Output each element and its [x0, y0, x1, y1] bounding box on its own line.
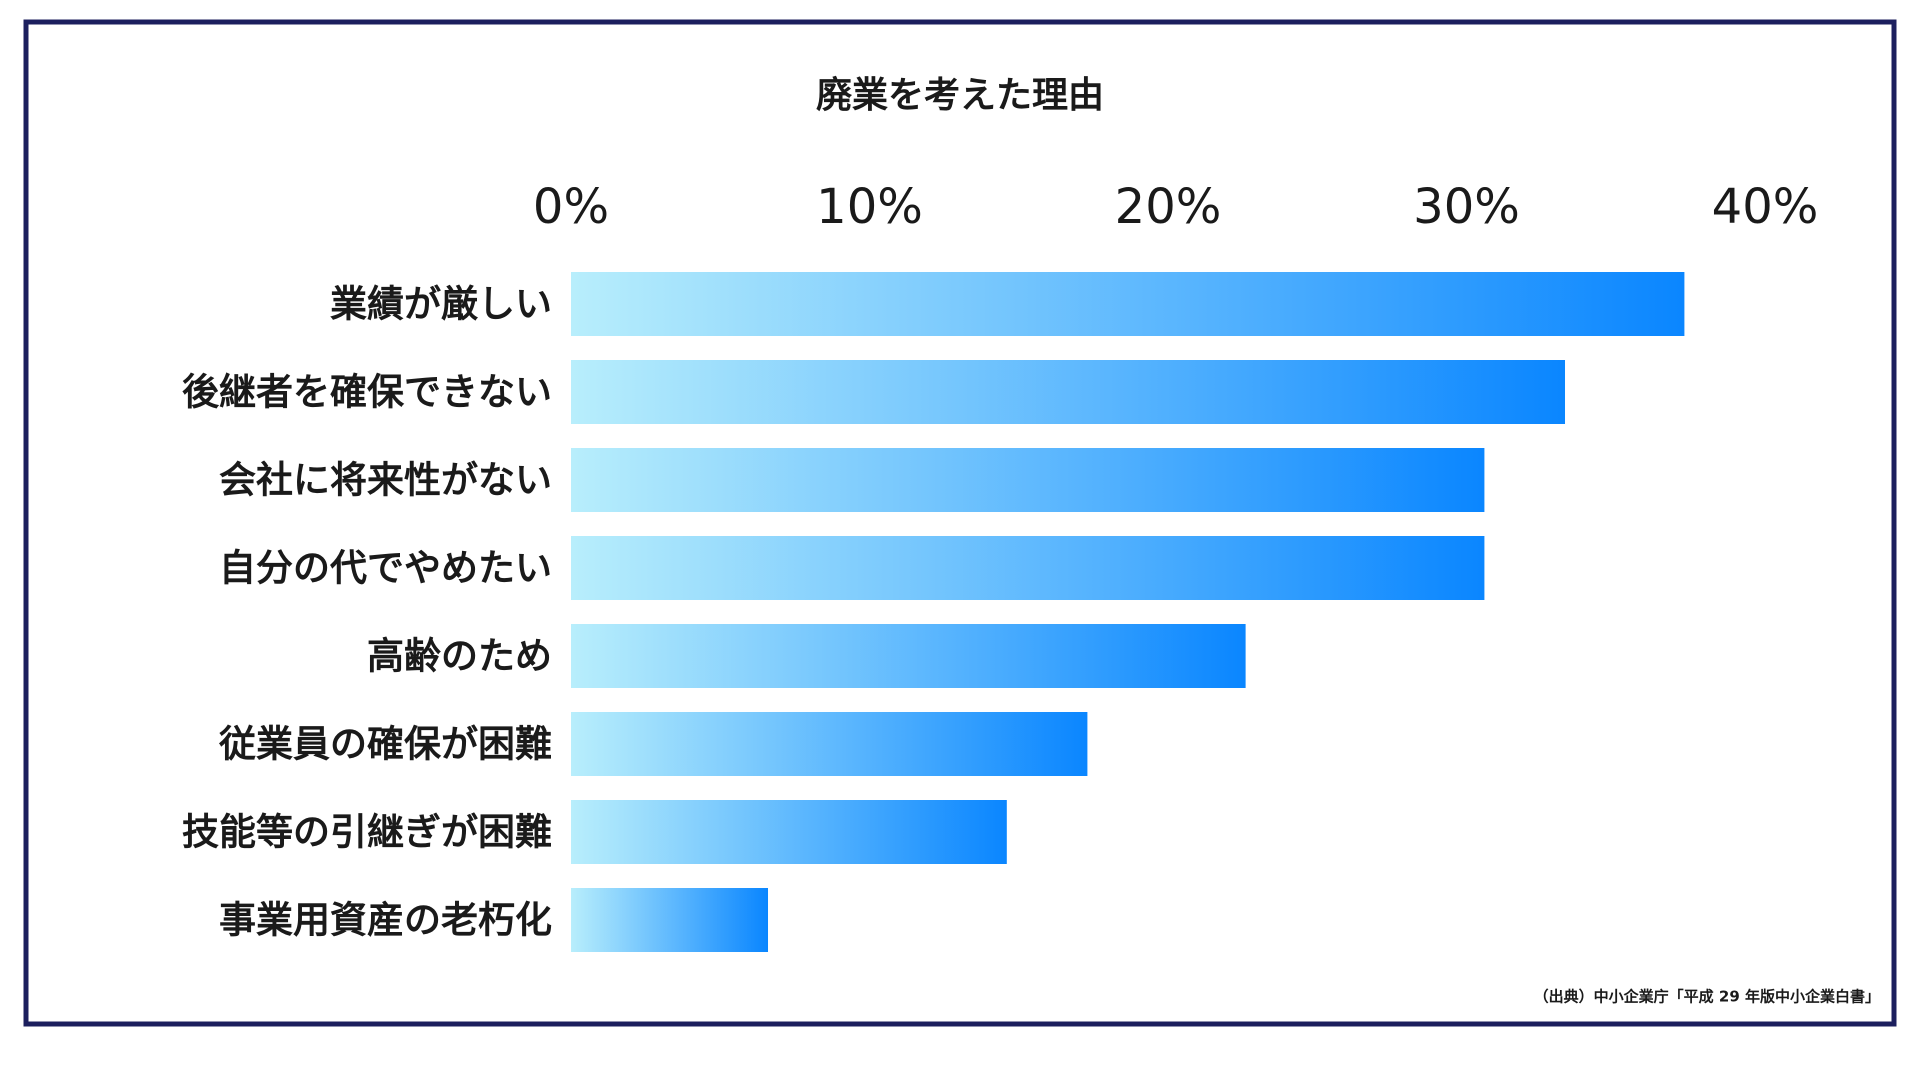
bar: [571, 448, 1485, 512]
x-tick-label: 40%: [1712, 179, 1819, 235]
chart-title: 廃業を考えた理由: [816, 75, 1104, 116]
x-tick-label: 10%: [816, 179, 923, 235]
source-note: （出典）中小企業庁「平成 29 年版中小企業白書」: [1534, 988, 1880, 1006]
y-tick-label: 高齢のため: [367, 635, 552, 678]
bar: [571, 800, 1007, 864]
x-tick-label: 30%: [1413, 179, 1520, 235]
y-tick-label: 従業員の確保が困難: [218, 723, 552, 766]
bar: [571, 272, 1685, 336]
y-tick-label: 後継者を確保できない: [182, 371, 552, 414]
x-tick-label: 20%: [1115, 179, 1222, 235]
bar: [571, 712, 1088, 776]
bar: [571, 624, 1246, 688]
y-tick-label: 業績が厳しい: [330, 283, 552, 326]
bar: [571, 360, 1566, 424]
x-tick-label: 0%: [533, 179, 609, 235]
y-tick-label: 事業用資産の老朽化: [219, 899, 552, 942]
frame: [23, 19, 1897, 1027]
y-tick-label: 自分の代でやめたい: [219, 547, 552, 590]
y-tick-label: 技能等の引継ぎが困難: [182, 811, 552, 854]
bar: [571, 888, 769, 952]
y-tick-label: 会社に将来性がない: [219, 459, 552, 502]
bar: [571, 536, 1485, 600]
